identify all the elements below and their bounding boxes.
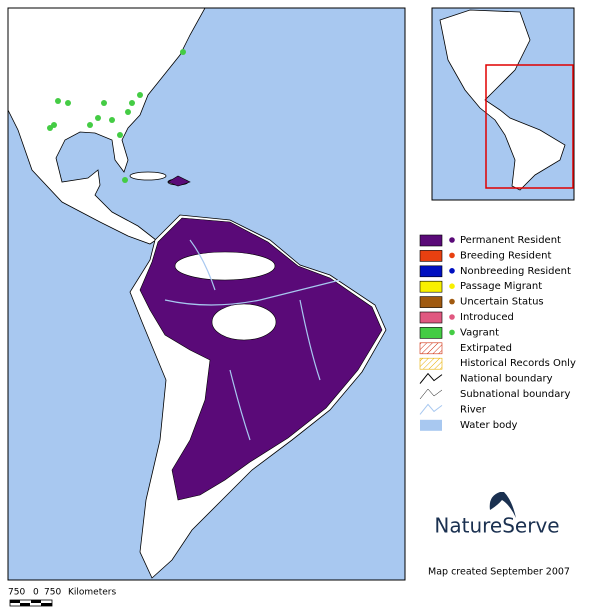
scale-label: 750: [44, 588, 61, 598]
legend-swatch: [419, 327, 443, 339]
legend-label: Subnational boundary: [460, 389, 570, 400]
legend-dot: [449, 329, 455, 336]
legend-dot: [449, 252, 455, 259]
legend-label: Water body: [460, 420, 518, 431]
legend-swatch: [419, 250, 443, 262]
legend-line: [419, 403, 443, 415]
logo-text: NatureServe: [434, 514, 559, 538]
inset-extent: [485, 64, 574, 189]
legend-swatch: [419, 311, 443, 324]
legend-label: Historical Records Only: [460, 358, 576, 369]
legend-swatch: [419, 280, 443, 293]
legend-swatch: [419, 342, 443, 355]
legend-dot: [449, 283, 455, 290]
scale-label: Kilometers: [68, 588, 116, 598]
legend-swatch: [419, 265, 443, 278]
legend-dot: [449, 237, 455, 243]
legend-label: Introduced: [460, 312, 514, 323]
legend-dot: [449, 298, 455, 305]
legend-swatch: [420, 419, 442, 431]
scale-label: 750: [8, 588, 25, 598]
legend-line: [419, 372, 443, 384]
legend-label: Nonbreeding Resident: [460, 266, 571, 277]
legend-label: River: [460, 404, 487, 415]
legend-label: Uncertain Status: [460, 297, 544, 308]
inset-frame: [431, 7, 575, 201]
scale-label: 0: [33, 588, 39, 598]
inset-map: [432, 8, 574, 200]
legend-swatch: [419, 357, 443, 370]
legend: Permanent Resident Breeding Resident Nonbr…: [419, 234, 576, 431]
legend-label: National boundary: [460, 374, 553, 385]
legend-swatch: [419, 296, 443, 308]
footer: Map created September 2007: [428, 567, 570, 578]
legend-label: Passage Migrant: [460, 281, 542, 292]
legend-swatch: [419, 234, 443, 247]
logo: NatureServe: [434, 492, 560, 538]
legend-label: Permanent Resident: [460, 235, 561, 246]
legend-dot: [449, 268, 455, 274]
main-map: [8, 8, 405, 580]
scale-bar: 750 0 750 Kilometers: [8, 588, 116, 607]
map-frame: [7, 7, 406, 581]
legend-label: Extirpated: [460, 343, 512, 354]
legend-line: [419, 388, 443, 400]
legend-label: Breeding Resident: [460, 250, 552, 261]
legend-label: Vagrant: [460, 327, 499, 338]
legend-dot: [449, 314, 455, 320]
